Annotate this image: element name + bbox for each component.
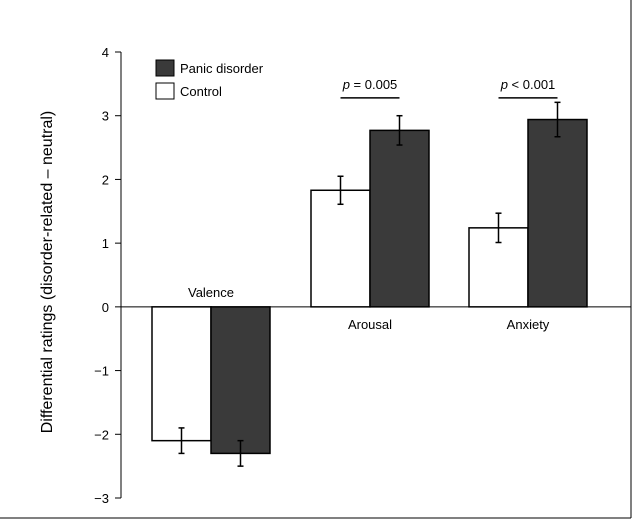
y-tick-label: 3 [102,109,109,124]
legend: Panic disorder Control [155,59,264,100]
p-value-label: p = 0.005 [342,77,398,92]
y-axis-title: Differential ratings (disorder-related –… [39,111,56,434]
legend-label-panic: Panic disorder [180,61,264,76]
significance-annotations: p = 0.005 p < 0.001 [340,77,558,99]
y-tick-label: 1 [102,236,109,251]
category-labels: Valence Arousal Anxiety [188,285,550,332]
y-tick-label: 4 [102,45,109,60]
bar-anxiety-panic-disorder [527,118,588,308]
y-tick-label: −1 [94,364,109,379]
bar-arousal-control [310,189,371,308]
category-label-anxiety: Anxiety [507,317,550,332]
error-bars [178,101,561,467]
y-tick-label: 0 [102,300,109,315]
legend-swatch-control [155,82,175,100]
bar-arousal-panic-disorder [369,129,430,308]
bar-valence-panic-disorder [210,306,271,455]
y-tick-label: −2 [94,427,109,442]
legend-label-control: Control [180,84,222,99]
category-label-arousal: Arousal [348,317,392,332]
bar-valence-control [151,306,212,442]
y-tick-label: 2 [102,172,109,187]
p-value-label: p < 0.001 [500,77,556,92]
y-tick-label: −3 [94,491,109,506]
category-label-valence: Valence [188,285,234,300]
legend-swatch-panic [155,59,175,77]
